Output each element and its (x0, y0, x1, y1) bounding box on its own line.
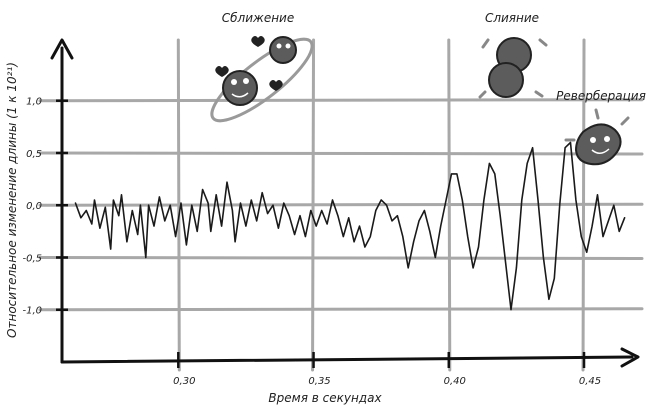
merged-star-mouth (591, 148, 610, 154)
annotation-merger: Слияние (485, 11, 539, 25)
star-small-eye (285, 43, 291, 49)
ringdown-illustration: Реверберация (556, 89, 646, 166)
approach-illustration: Сближение (210, 11, 314, 123)
merged-star (574, 123, 622, 166)
y-tick-label: -1,0 (22, 306, 42, 317)
merged-star-eye (604, 136, 610, 142)
merger-illustration: Слияние (478, 11, 548, 99)
annotation-approach: Сближение (222, 11, 294, 25)
x-tick-label: 0,35 (308, 376, 330, 387)
x-tick-group: 0,30 0,35 0,40 0,45 (173, 352, 601, 387)
star-large (222, 70, 258, 106)
x-axis-line (60, 355, 634, 364)
merging-star-bottom (488, 62, 524, 98)
y-tick-label: 0,5 (26, 149, 42, 160)
horizontal-gridlines (38, 98, 644, 312)
heart-icon (215, 66, 229, 77)
y-gridline (38, 255, 644, 260)
orbit-ring (210, 37, 314, 123)
star-small (269, 36, 297, 64)
x-axis-title: Время в секундах (268, 391, 382, 405)
y-tick-group: 1,0 0,5 0,0 -0,5 -1,0 (22, 97, 68, 317)
star-small-eye (276, 43, 282, 49)
star-large-eye (243, 78, 249, 84)
y-axis-title: Относительное изменение длины (1 к 10²¹) (5, 62, 19, 338)
y-tick-label: 1,0 (26, 97, 42, 108)
y-gridline (38, 151, 644, 156)
y-gridline (38, 98, 644, 103)
y-gridline (38, 202, 644, 207)
y-tick-label: 0,0 (26, 201, 42, 212)
signal-line (74, 141, 626, 311)
annotation-ringdown: Реверберация (556, 89, 646, 103)
y-gridline (38, 307, 644, 312)
star-large-eye (231, 79, 237, 85)
star-large-mouth (231, 92, 249, 98)
heart-icon (251, 36, 265, 47)
merger-motion-lines (478, 38, 548, 99)
x-tick-label: 0,30 (173, 376, 195, 387)
x-tick-label: 0,40 (444, 376, 466, 387)
y-axis-arrowhead (50, 38, 74, 60)
ringdown-sparkle-lines (564, 108, 630, 142)
merged-star-eye (590, 137, 596, 143)
x-tick-label: 0,45 (579, 376, 601, 387)
heart-icon (269, 80, 283, 91)
y-tick-label: -0,5 (22, 253, 42, 264)
x-axis-arrowhead (620, 347, 640, 368)
